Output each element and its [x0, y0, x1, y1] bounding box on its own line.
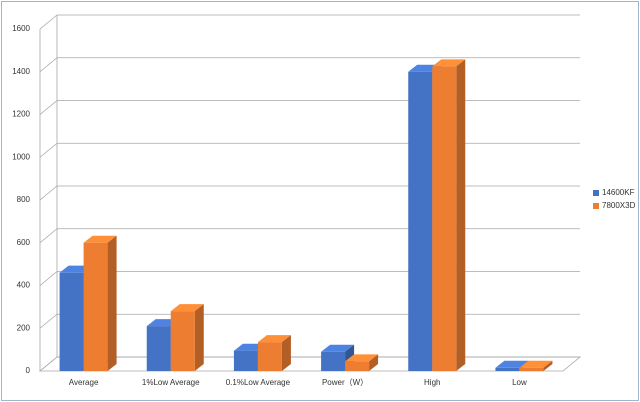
bar-side [107, 235, 117, 371]
y-tick-label: 1000 [12, 152, 30, 161]
x-tick-label: 1%Low Average [142, 378, 200, 387]
bar [321, 351, 346, 371]
bar [170, 311, 195, 371]
bar-top [170, 304, 204, 312]
y-tick-label: 1400 [12, 67, 30, 76]
y-tick-label: 600 [17, 238, 31, 247]
bar-top [519, 360, 553, 368]
grid-line-wall [39, 14, 58, 30]
x-tick-label: High [424, 378, 440, 387]
grid-line-wall [39, 356, 58, 372]
grid-line-wall [39, 185, 58, 201]
x-tick-label: Average [69, 378, 99, 387]
bar [83, 242, 108, 371]
bar-side [543, 360, 553, 371]
bar-side [194, 304, 204, 371]
grid-line-wall [39, 313, 58, 329]
bar-top [257, 335, 291, 343]
legend-swatch [593, 190, 599, 196]
bar-top [321, 344, 355, 352]
y-tick-label: 0 [26, 366, 31, 375]
x-tick-label: 0.1%Low Average [226, 378, 291, 387]
bar [233, 350, 258, 371]
y-tick-label: 400 [17, 281, 31, 290]
bar [146, 326, 171, 371]
bar-top [432, 59, 466, 67]
x-tick-label: Low [512, 378, 527, 387]
grid-line-wall [39, 57, 58, 73]
bar-side [456, 59, 466, 371]
bar-side [281, 335, 291, 371]
bar [495, 367, 520, 371]
legend-swatch [593, 203, 599, 209]
bar [519, 367, 544, 371]
y-tick-label: 1200 [12, 110, 30, 119]
bar [345, 361, 370, 371]
grid-line-wall [39, 100, 58, 115]
y-tick-label: 200 [17, 323, 31, 332]
y-tick-label: 1600 [12, 24, 30, 33]
legend-label: 14600KF [602, 188, 635, 197]
grid-line-wall [39, 271, 58, 286]
bar-top [345, 354, 379, 362]
bar [59, 272, 84, 371]
bar-top [495, 360, 529, 368]
bar-top [83, 235, 117, 243]
y-tick-label: 800 [17, 195, 31, 204]
bar [408, 71, 433, 371]
legend-label: 7800X3D [602, 201, 636, 210]
x-tick-label: Power（W） [322, 378, 368, 387]
bar-side [369, 354, 379, 371]
bar [432, 66, 457, 371]
grid-line-wall [39, 142, 58, 158]
bar [257, 342, 282, 371]
grid-line-wall [39, 228, 58, 244]
